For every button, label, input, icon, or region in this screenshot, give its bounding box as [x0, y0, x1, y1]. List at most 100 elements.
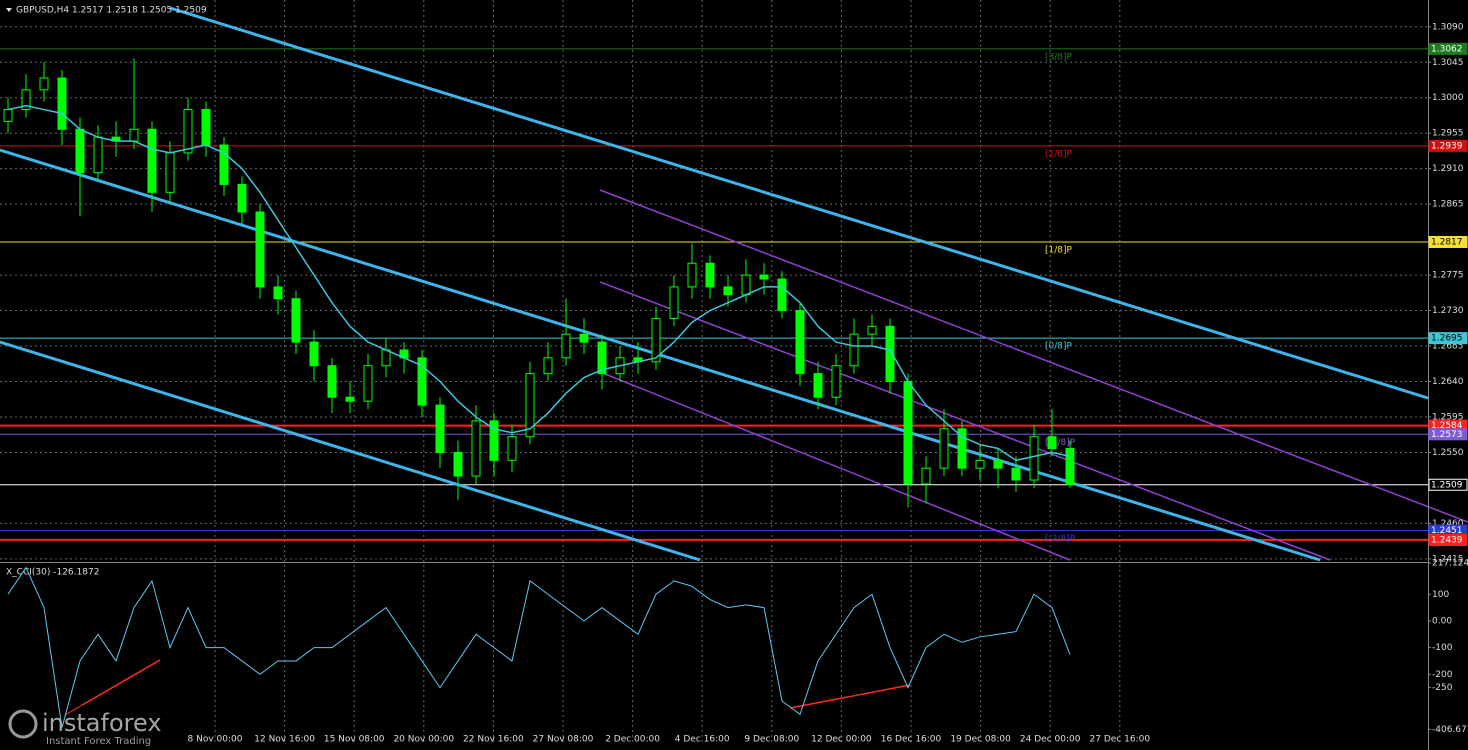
candle-body [471, 420, 481, 477]
y-tick-label: 1.2550 [1432, 448, 1464, 458]
divergence-line [64, 659, 161, 716]
y-tick-label: 1.2685 [1432, 342, 1464, 352]
candle-body [435, 404, 445, 453]
candle-body [741, 274, 751, 296]
moving-average [7, 104, 1071, 462]
candle-body [129, 128, 139, 142]
candle-body [993, 459, 1003, 469]
y-tick-label: 1.3045 [1432, 58, 1464, 68]
level-box [1428, 42, 1468, 55]
candle-body [957, 428, 967, 469]
trend-lines [0, 6, 1468, 716]
regression-line [599, 371, 1071, 561]
candle-body [561, 333, 571, 359]
regression-line [599, 189, 1468, 523]
y-tick-label: 217.1248 [1432, 559, 1468, 569]
x-tick-label: 12 Dec 00:00 [811, 735, 872, 745]
candle-body [3, 109, 13, 122]
candle-body [921, 467, 931, 485]
y-tick-label: -100 [1432, 643, 1453, 653]
channel-line [0, 340, 701, 562]
y-tick-label: 1.2910 [1432, 164, 1464, 174]
channel-line [169, 6, 1429, 400]
candle-body [291, 298, 301, 343]
y-tick-label: 100 [1432, 590, 1449, 600]
x-tick-label: 24 Dec 00:00 [1020, 735, 1081, 745]
divergence-line [789, 684, 911, 709]
y-tick-label: -200 [1432, 670, 1453, 680]
y-tick-label: 1.3000 [1432, 93, 1464, 103]
y-tick-label: 1.2865 [1432, 200, 1464, 210]
level-box [1428, 478, 1468, 491]
candle-body [813, 373, 823, 398]
candle-body [579, 333, 589, 343]
y-tick-label: -250 [1432, 683, 1453, 693]
candle-body [327, 365, 337, 398]
y-tick-label: 0.00 [1432, 616, 1452, 626]
candle-body [489, 420, 499, 461]
candle-body [1065, 447, 1075, 486]
candle-body [885, 325, 895, 382]
candle-body [201, 109, 211, 146]
level-label: 1.2939 [1431, 141, 1463, 151]
x-tick-label: 8 Nov 00:00 [188, 735, 243, 745]
x-tick-label: 12 Nov 16:00 [254, 735, 315, 745]
level-name: [-1/8]P [1045, 438, 1076, 448]
candle-body [147, 128, 157, 193]
regression-line [599, 281, 1331, 561]
x-tick-label: 9 Dec 08:00 [744, 735, 799, 745]
candle-body [75, 128, 85, 174]
candle-body [525, 373, 535, 438]
y-tick-label: 1.2415 [1432, 554, 1464, 564]
level-box [1428, 139, 1468, 152]
candle-body [219, 144, 229, 185]
level-box [1428, 428, 1468, 441]
candle-body [381, 349, 391, 367]
level-box [1428, 332, 1468, 345]
x-tick-label: 22 Nov 16:00 [463, 735, 524, 745]
level-label: 1.3062 [1431, 44, 1463, 54]
candle-body [1029, 436, 1039, 481]
y-tick-label: 1.2775 [1432, 271, 1464, 281]
level-name: [0/8]P [1045, 342, 1073, 352]
candle-body [93, 136, 103, 174]
x-tick-label: 15 Nov 08:00 [324, 735, 385, 745]
x-tick-label: 20 Nov 00:00 [393, 735, 454, 745]
level-label: 1.2695 [1431, 334, 1463, 344]
candle-body [903, 380, 913, 485]
menu-arrow [6, 8, 12, 12]
candle-body [309, 341, 319, 367]
watermark-logo [8, 709, 38, 739]
candle-body [183, 109, 193, 154]
y-tick-label: 1.3090 [1432, 22, 1464, 32]
candle-body [273, 286, 283, 300]
candle-body [507, 436, 517, 461]
y-tick-label: -406.677 [1432, 725, 1468, 735]
y-tick-label: 1.2460 [1432, 519, 1464, 529]
level-label: 1.2439 [1431, 535, 1463, 545]
watermark: instaforex Instant Forex Trading [0, 705, 180, 750]
level-box [1428, 533, 1468, 546]
level-name: [3/8]P [1045, 52, 1073, 62]
level-label: 1.2509 [1431, 480, 1463, 490]
candle-body [453, 451, 463, 477]
x-tick-label: 16 Dec 16:00 [881, 735, 942, 745]
x-tick-label: 4 Dec 16:00 [675, 735, 730, 745]
chart-title: GBPUSD,H4 1.2517 1.2518 1.2505 1.2509 [16, 6, 207, 16]
candle-body [975, 459, 985, 469]
candle-body [831, 365, 841, 398]
candle-body [1047, 436, 1057, 449]
level-name: [-2/8]P [1045, 534, 1076, 544]
candle-body [669, 286, 679, 319]
candle-body [57, 77, 67, 130]
candle-body [1011, 467, 1021, 481]
candle-body [867, 325, 877, 335]
level-label: 1.2817 [1431, 237, 1463, 247]
level-label: 1.2584 [1431, 421, 1463, 431]
candle-body [759, 274, 769, 280]
candle-body [417, 357, 427, 406]
candle-body [795, 310, 805, 375]
watermark-brand: instaforex [42, 709, 162, 737]
x-tick-label: 27 Dec 16:00 [1090, 735, 1151, 745]
